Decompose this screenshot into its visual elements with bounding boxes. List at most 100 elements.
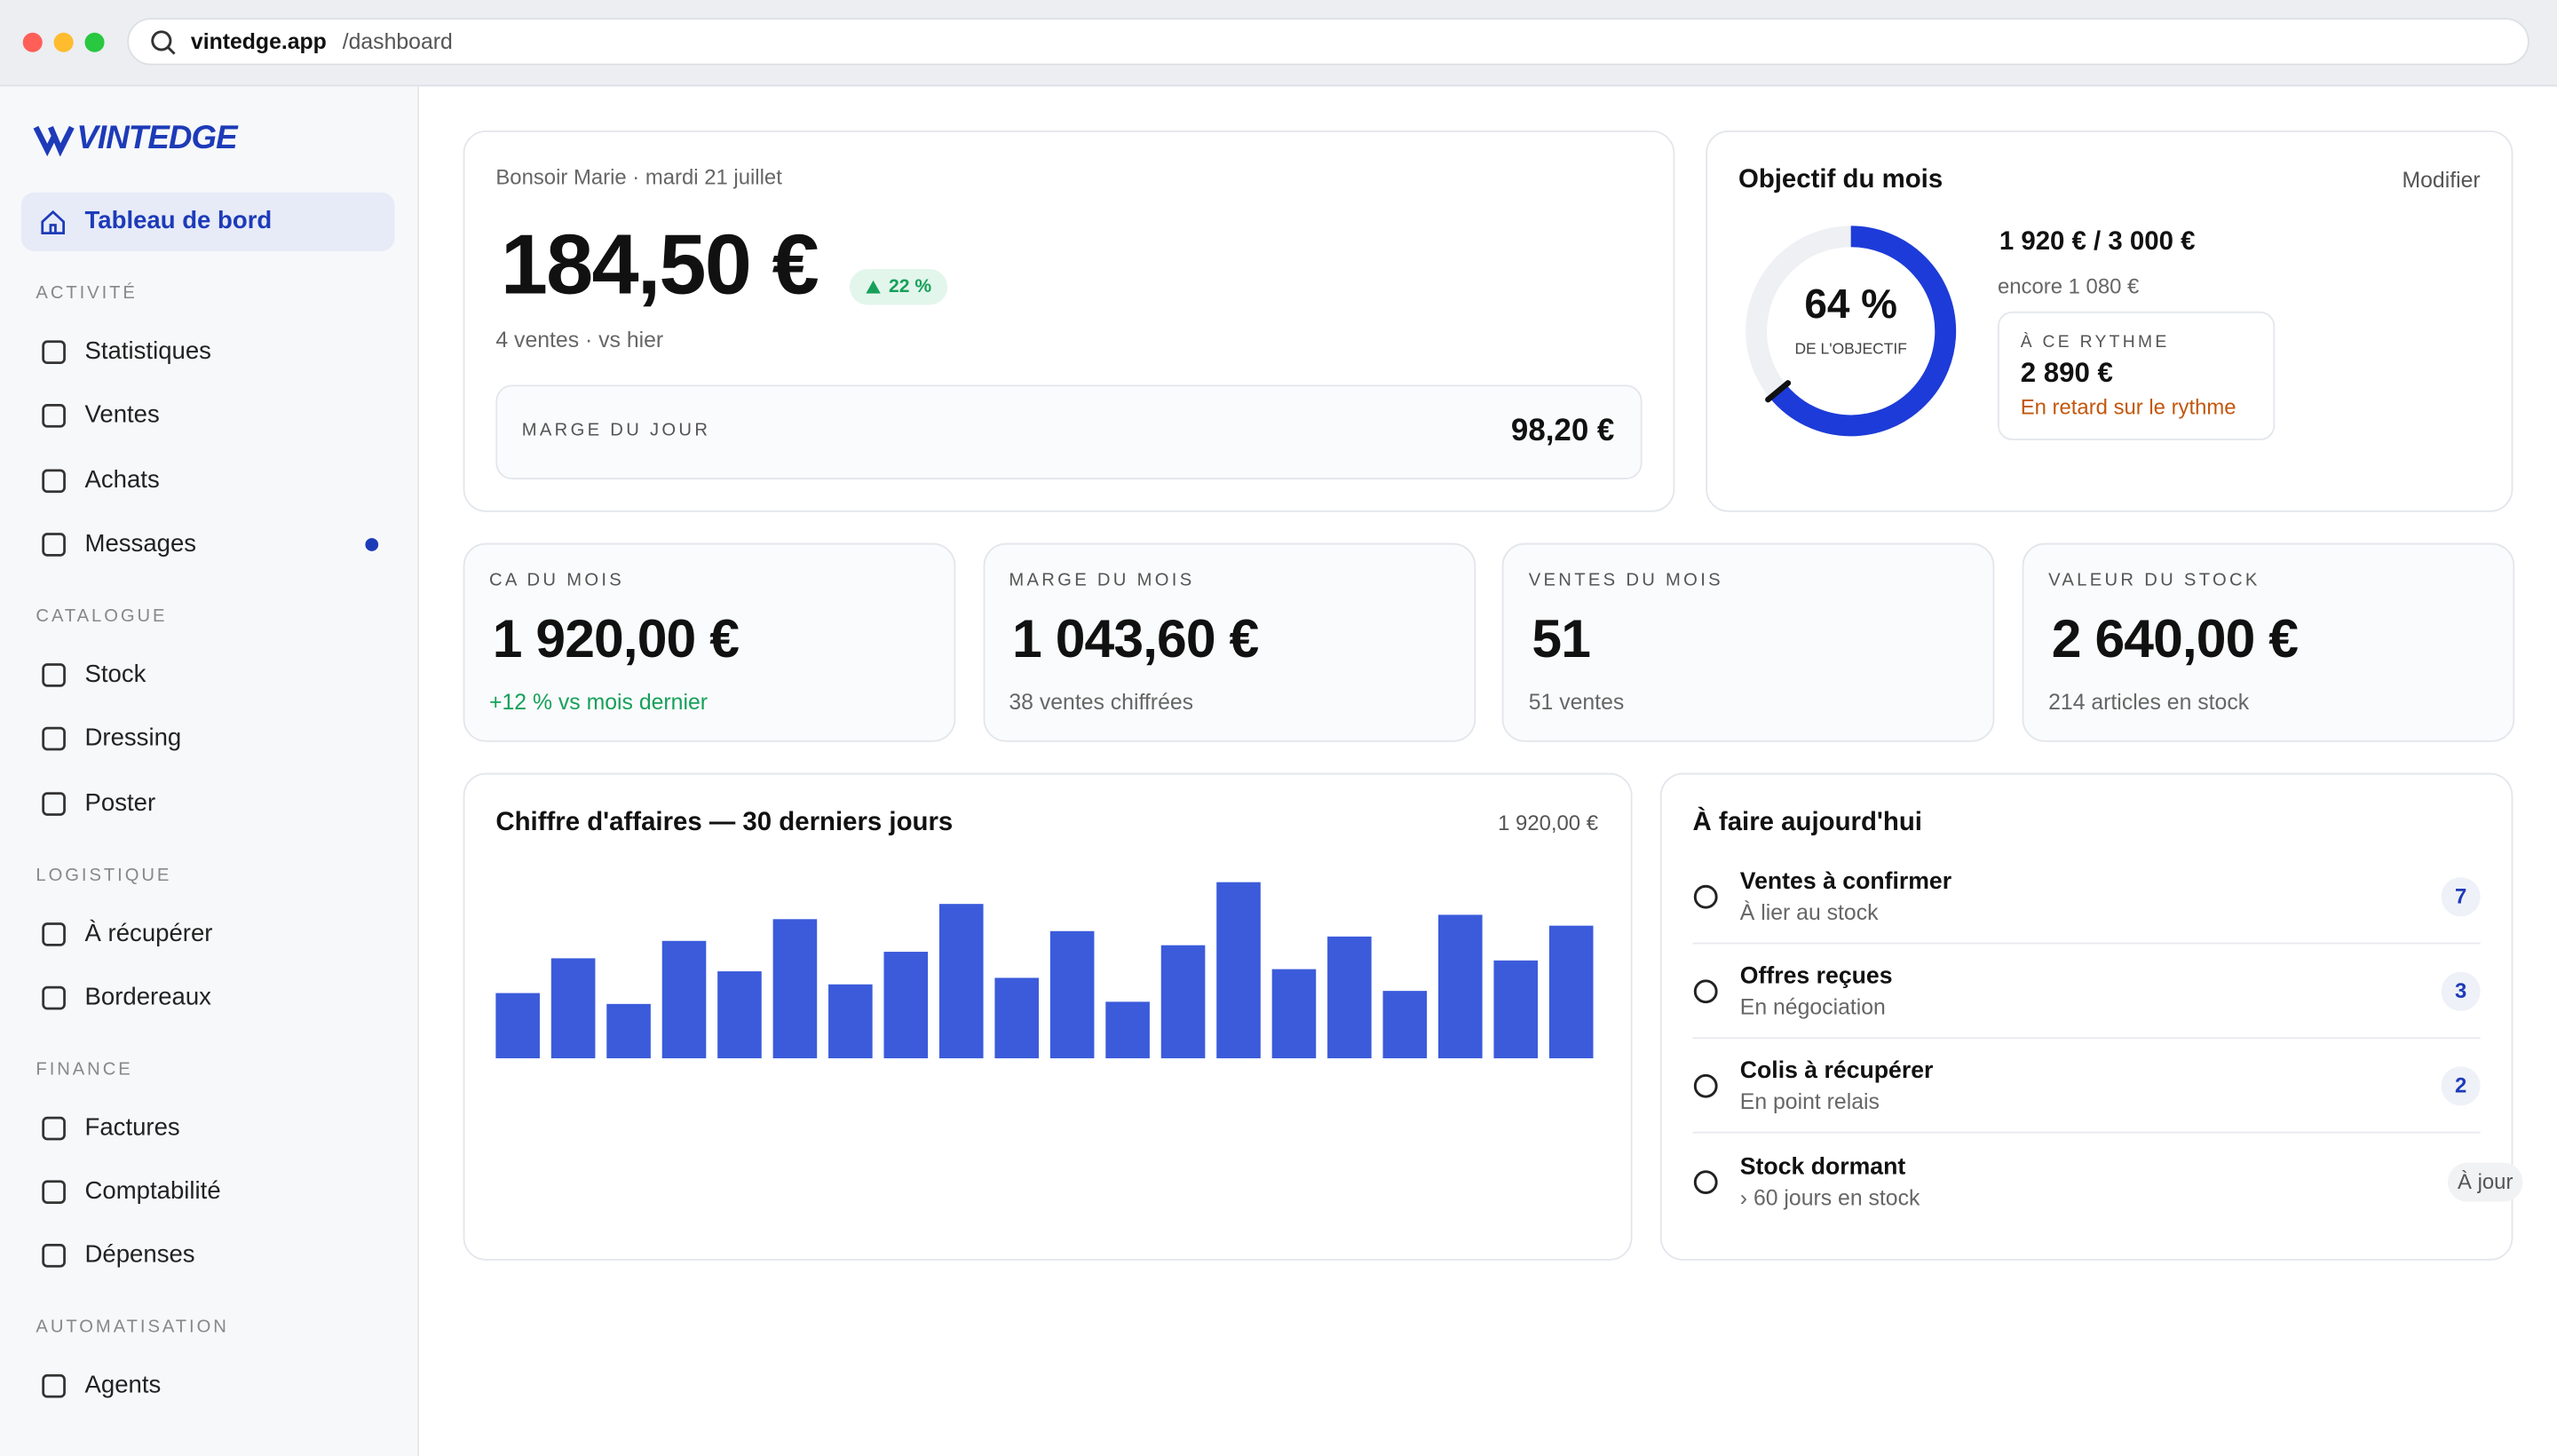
nav-icon: [42, 662, 66, 687]
nav-item[interactable]: Dépenses: [84, 1241, 195, 1270]
url-path: /dashboard: [342, 29, 453, 54]
todo-icon: [1693, 884, 1718, 909]
icon-shape: [1693, 979, 1718, 1004]
icon-shape: [42, 468, 66, 493]
chart-card: [463, 772, 1633, 1261]
nav-item[interactable]: Agents: [84, 1372, 162, 1400]
logo-icon: [33, 125, 75, 157]
icon-shape: [42, 1374, 66, 1399]
nav-icon: [42, 340, 66, 365]
todo-item-title[interactable]: Stock dormant: [1739, 1154, 1906, 1181]
icon-shape: [42, 727, 66, 751]
nav-item[interactable]: Dressing: [84, 724, 182, 753]
donut: [1746, 226, 1957, 437]
donut-marker: [1765, 380, 1792, 403]
nav-icon: [42, 791, 66, 815]
nav-section: FINANCE: [36, 1059, 133, 1080]
nav-icon: [42, 468, 66, 493]
nav-item[interactable]: Ventes: [84, 401, 160, 430]
nav-icon: [42, 1116, 66, 1140]
icon-shape: [42, 662, 66, 687]
kpi-value: 51: [1532, 608, 1591, 669]
icon-shape: [1693, 1073, 1718, 1098]
nav-icon: [42, 532, 66, 557]
sidebar: [0, 86, 420, 1456]
icon-shape: [42, 1116, 66, 1140]
pace-box: [1998, 311, 2276, 440]
kpi-value: 1 043,60 €: [1012, 608, 1259, 669]
pace-note: En retard sur le rythme: [2020, 394, 2236, 420]
todo-icon: [1693, 1073, 1718, 1098]
nav-section: ACTIVITÉ: [36, 283, 138, 304]
nav-item[interactable]: Comptabilité: [84, 1177, 221, 1206]
nav-icon: [42, 985, 66, 1010]
nav-item[interactable]: À récupérer: [84, 919, 213, 947]
logo: VINTEDGE: [76, 120, 237, 157]
nav-section: AUTOMATISATION: [36, 1318, 229, 1338]
bar: [1548, 925, 1594, 1059]
search-icon: [151, 30, 176, 55]
unread-dot: [365, 537, 379, 551]
icon-shape: [42, 985, 66, 1010]
todo-item-title[interactable]: Ventes à confirmer: [1739, 868, 1952, 896]
change-badge: 22 %: [849, 269, 948, 305]
bar: [883, 952, 929, 1059]
pace-label: À CE RYTHME: [2020, 332, 2170, 352]
greeting: Bonsoir Marie · mardi 21 juillet: [495, 164, 782, 190]
bar: [550, 958, 596, 1059]
goal-remaining: encore 1 080 €: [1998, 273, 2140, 299]
goal-action[interactable]: Modifier: [2402, 168, 2481, 193]
todo-icon: [1693, 1170, 1718, 1195]
todo-item-title[interactable]: Colis à récupérer: [1739, 1058, 1934, 1085]
todo-card: [1659, 772, 2513, 1261]
bar: [1438, 914, 1483, 1059]
nav-item[interactable]: Achats: [84, 465, 160, 494]
nav-icon: [42, 922, 66, 946]
today-subtitle: 4 ventes · vs hier: [495, 328, 664, 352]
bar-chart: [495, 882, 1594, 1059]
kpi-card: [463, 542, 956, 742]
icon-shape: [42, 1180, 66, 1205]
icon-shape: [42, 404, 66, 429]
kpi-card: [2022, 542, 2515, 742]
window-controls: [22, 32, 105, 52]
kpi-card: [982, 542, 1476, 742]
todo-item-subtitle: › 60 jours en stock: [1739, 1185, 1920, 1210]
nav-item[interactable]: Stock: [84, 660, 146, 688]
nav-item[interactable]: Messages: [84, 529, 197, 558]
nav-icon: [42, 1244, 66, 1269]
bar: [1160, 945, 1206, 1059]
nav-item[interactable]: Factures: [84, 1113, 180, 1142]
nav-icon: [42, 727, 66, 751]
nav-item[interactable]: Poster: [84, 788, 156, 817]
url-domain: vintedge.app: [190, 29, 327, 54]
bar: [1493, 960, 1539, 1059]
todo-item-title[interactable]: Offres reçues: [1739, 963, 1893, 990]
bar: [1216, 882, 1261, 1059]
nav-icon: [42, 404, 66, 429]
icon-shape: [42, 791, 66, 815]
todo-item-subtitle: En point relais: [1739, 1088, 1880, 1114]
kpi-note: 51 ventes: [1528, 689, 1625, 715]
bar: [994, 977, 1040, 1059]
nav-item[interactable]: Bordereaux: [84, 983, 211, 1011]
bar: [1327, 936, 1372, 1059]
todo-item-subtitle: À lier au stock: [1739, 899, 1879, 925]
nav-section: CATALOGUE: [36, 606, 168, 627]
kpi-label: CA DU MOIS: [489, 570, 625, 590]
kpi-note: +12 % vs mois dernier: [489, 689, 709, 715]
bar: [1105, 1001, 1150, 1059]
margin-box: [495, 384, 1643, 480]
nav-item[interactable]: Statistiques: [84, 337, 211, 366]
url-bar[interactable]: [127, 18, 2529, 66]
todo-badge: 3: [2441, 971, 2481, 1011]
todo-separator: [1692, 1131, 2481, 1134]
nav-item-active[interactable]: Tableau de bord: [84, 207, 273, 235]
icon-shape: [1693, 884, 1718, 909]
goal-percent: 64 %: [1804, 281, 1898, 328]
kpi-note: 38 ventes chiffrées: [1009, 689, 1194, 715]
nav-active[interactable]: [20, 192, 395, 251]
